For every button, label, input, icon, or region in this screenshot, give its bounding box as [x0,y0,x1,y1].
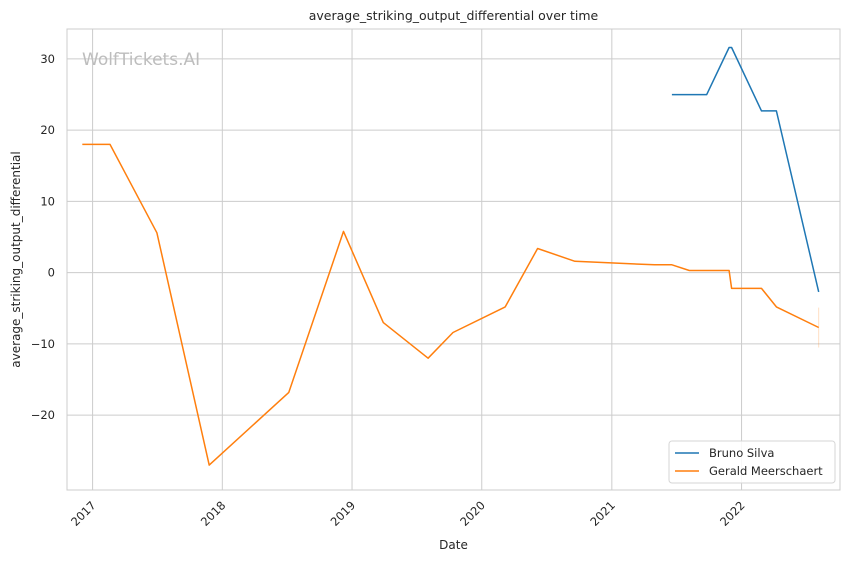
grid [67,29,840,490]
y-tick-label: −10 [31,337,55,351]
y-axis-label: average_striking_output_differential [9,151,23,367]
plot-frame [66,28,841,491]
x-tick-label: 2022 [717,498,748,529]
x-tick-label: 2018 [198,498,229,529]
y-tick-label: 20 [40,123,55,137]
series-line-bruno-silva [671,46,820,293]
legend-label: Bruno Silva [709,446,774,460]
series-line-gerald-meerschaert [82,143,820,466]
x-axis-label: Date [439,538,468,552]
plot-background [67,29,840,490]
chart-title: average_striking_output_differential ove… [309,8,599,23]
x-tick-label: 2020 [457,498,488,529]
y-tick-label: −20 [31,408,55,422]
y-tick-label: 0 [48,266,55,280]
x-tick-label: 2019 [328,498,359,529]
watermark: WolfTickets.AI [82,50,200,70]
y-tick-label: 10 [40,194,55,208]
legend: Bruno Silva Gerald Meerschaert [668,440,836,484]
legend-box [668,440,836,484]
y-tick-label: 30 [40,52,55,66]
x-tick-label: 2021 [587,498,618,529]
legend-label: Gerald Meerschaert [709,464,823,478]
series-layer [82,46,820,466]
x-tick-label: 2017 [68,498,99,529]
